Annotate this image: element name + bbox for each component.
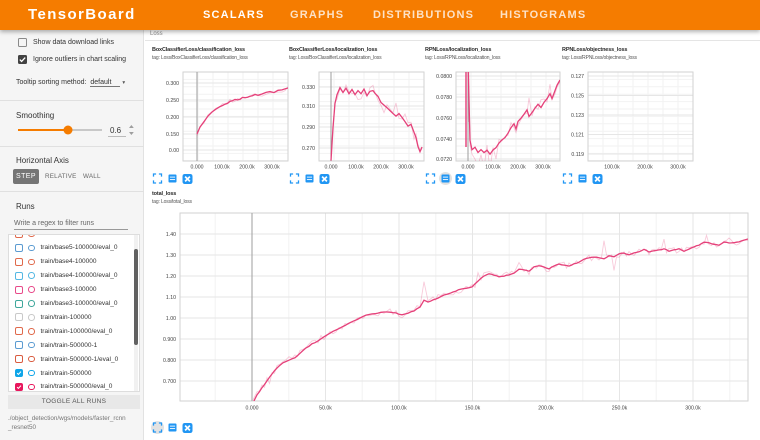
svg-text:100.0k: 100.0k bbox=[604, 165, 620, 171]
svg-text:0.0780: 0.0780 bbox=[436, 95, 452, 101]
svg-text:0.123: 0.123 bbox=[571, 113, 584, 119]
svg-text:300.0k: 300.0k bbox=[264, 165, 280, 171]
svg-text:0.200: 0.200 bbox=[166, 115, 179, 121]
svg-text:0.119: 0.119 bbox=[571, 152, 584, 158]
svg-text:300.0k: 300.0k bbox=[535, 165, 551, 171]
svg-text:0.127: 0.127 bbox=[571, 74, 584, 80]
svg-text:0.150: 0.150 bbox=[166, 132, 179, 138]
svg-text:300.0k: 300.0k bbox=[685, 406, 701, 412]
svg-text:200.0k: 200.0k bbox=[373, 165, 389, 171]
svg-text:0.270: 0.270 bbox=[302, 146, 315, 152]
svg-text:1.00: 1.00 bbox=[166, 316, 176, 322]
svg-text:1.30: 1.30 bbox=[166, 253, 176, 259]
svg-text:0.700: 0.700 bbox=[163, 379, 176, 385]
svg-text:1.10: 1.10 bbox=[166, 295, 176, 301]
svg-text:50.0k: 50.0k bbox=[319, 406, 332, 412]
svg-text:100.0k: 100.0k bbox=[214, 165, 230, 171]
svg-text:100.0k: 100.0k bbox=[391, 406, 407, 412]
svg-text:300.0k: 300.0k bbox=[670, 165, 686, 171]
svg-text:0.0740: 0.0740 bbox=[436, 137, 452, 143]
svg-text:0.250: 0.250 bbox=[166, 98, 179, 104]
svg-text:0.125: 0.125 bbox=[571, 93, 584, 99]
svg-text:0.000: 0.000 bbox=[462, 165, 475, 171]
svg-text:0.0720: 0.0720 bbox=[436, 157, 452, 163]
svg-text:200.0k: 200.0k bbox=[637, 165, 653, 171]
svg-text:1.40: 1.40 bbox=[166, 232, 176, 238]
svg-text:1.20: 1.20 bbox=[166, 274, 176, 280]
svg-text:0.000: 0.000 bbox=[325, 165, 338, 171]
svg-text:100.0k: 100.0k bbox=[348, 165, 364, 171]
svg-text:0.800: 0.800 bbox=[163, 358, 176, 364]
svg-text:150.0k: 150.0k bbox=[465, 406, 481, 412]
svg-text:200.0k: 200.0k bbox=[538, 406, 554, 412]
svg-text:0.121: 0.121 bbox=[571, 132, 584, 138]
svg-text:0.000: 0.000 bbox=[191, 165, 204, 171]
svg-text:0.000: 0.000 bbox=[246, 406, 259, 412]
svg-text:0.290: 0.290 bbox=[302, 125, 315, 131]
svg-text:100.0k: 100.0k bbox=[485, 165, 501, 171]
svg-text:0.6: 0.6 bbox=[110, 126, 122, 135]
svg-text:300.0k: 300.0k bbox=[398, 165, 414, 171]
svg-text:250.0k: 250.0k bbox=[612, 406, 628, 412]
svg-text:0.0760: 0.0760 bbox=[436, 116, 452, 122]
svg-text:0.900: 0.900 bbox=[163, 337, 176, 343]
svg-text:0.330: 0.330 bbox=[302, 85, 315, 91]
svg-text:0.0800: 0.0800 bbox=[436, 74, 452, 80]
svg-text:200.0k: 200.0k bbox=[239, 165, 255, 171]
svg-text:0.300: 0.300 bbox=[166, 81, 179, 87]
svg-text:200.0k: 200.0k bbox=[510, 165, 526, 171]
svg-text:0.310: 0.310 bbox=[302, 104, 315, 110]
svg-text:0.00: 0.00 bbox=[169, 148, 179, 154]
